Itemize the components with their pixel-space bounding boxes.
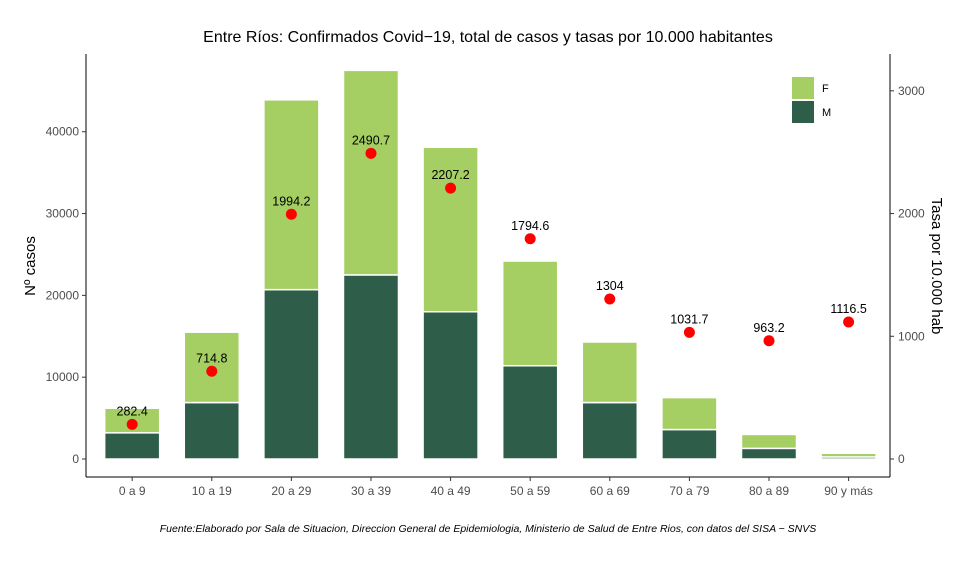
y2-tick-label: 1000 — [898, 329, 925, 343]
chart-title: Entre Ríos: Confirmados Covid−19, total … — [203, 29, 773, 46]
bar-f — [501, 260, 559, 367]
bar-m — [661, 428, 718, 460]
y-tick-label: 20000 — [46, 288, 80, 302]
y-tick-label: 0 — [72, 452, 79, 466]
legend-label-f: F — [822, 83, 829, 95]
x-tick-label: 20 a 29 — [271, 484, 311, 498]
rate-label: 1031.7 — [670, 312, 708, 326]
x-tick-label: 70 a 79 — [669, 484, 709, 498]
caption: Fuente:Elaborado por Sala de Situacion, … — [160, 523, 817, 535]
rate-label: 1116.5 — [830, 302, 866, 316]
y-tick-label: 30000 — [46, 207, 80, 221]
plot-area: 0 10000 20000 30000 40000 0 1000 2000 3000 0 a 9 2… — [46, 54, 925, 498]
rate-point — [524, 233, 536, 245]
y-tick-label: 10000 — [46, 370, 80, 384]
bar-m — [263, 288, 320, 460]
y2-axis-title: Tasa por 10.000 hab — [928, 198, 945, 335]
x-tick-label: 30 a 39 — [351, 484, 391, 498]
rate-label: 2490.7 — [352, 133, 390, 147]
legend-swatch-m — [792, 101, 814, 123]
bar-m — [103, 432, 161, 460]
bar-f — [740, 433, 798, 450]
rate-point — [365, 147, 377, 159]
x-tick-label: 10 a 19 — [192, 484, 232, 498]
rate-label: 1794.6 — [511, 219, 549, 233]
y2-tick-label: 3000 — [898, 84, 925, 98]
bar-m — [422, 310, 479, 460]
bar-f — [263, 99, 320, 291]
x-tick-label: 90 y más — [824, 484, 873, 498]
x-tick-label: 40 a 49 — [431, 484, 471, 498]
rate-label: 963.2 — [753, 321, 784, 335]
bar-f — [581, 341, 639, 404]
legend-swatch-f — [792, 77, 814, 99]
rate-point — [604, 293, 616, 305]
rate-label: 2207.2 — [431, 168, 469, 182]
legend: FM — [792, 77, 831, 123]
bar-m — [501, 364, 559, 460]
rate-label: 282.4 — [117, 404, 148, 418]
bar-f — [422, 146, 479, 313]
y-axis-title: Nº casos — [22, 236, 39, 296]
bar-m — [342, 274, 400, 460]
x-tick-label: 50 a 59 — [510, 484, 550, 498]
y2-tick-label: 2000 — [898, 207, 925, 221]
rate-point — [126, 418, 138, 430]
rate-point — [445, 182, 457, 194]
rate-point — [683, 326, 695, 338]
legend-label-m: M — [822, 107, 831, 119]
bar-m — [581, 401, 639, 460]
x-tick-label: 0 a 9 — [119, 484, 146, 498]
bar-f — [820, 452, 877, 458]
rate-point — [206, 365, 218, 377]
rate-label: 1994.2 — [272, 194, 310, 208]
bar-f — [342, 69, 400, 276]
x-tick-label: 60 a 69 — [590, 484, 630, 498]
rate-point — [763, 335, 775, 347]
bar-m — [183, 401, 241, 460]
y2-tick-label: 0 — [898, 452, 905, 466]
bar-m — [740, 447, 798, 460]
bar-f — [661, 396, 718, 431]
x-tick-label: 80 a 89 — [749, 484, 789, 498]
rate-point — [285, 208, 297, 220]
rate-point — [843, 316, 855, 328]
rate-label: 714.8 — [196, 351, 227, 365]
y-tick-label: 40000 — [46, 125, 80, 139]
rate-label: 1304 — [596, 279, 624, 293]
